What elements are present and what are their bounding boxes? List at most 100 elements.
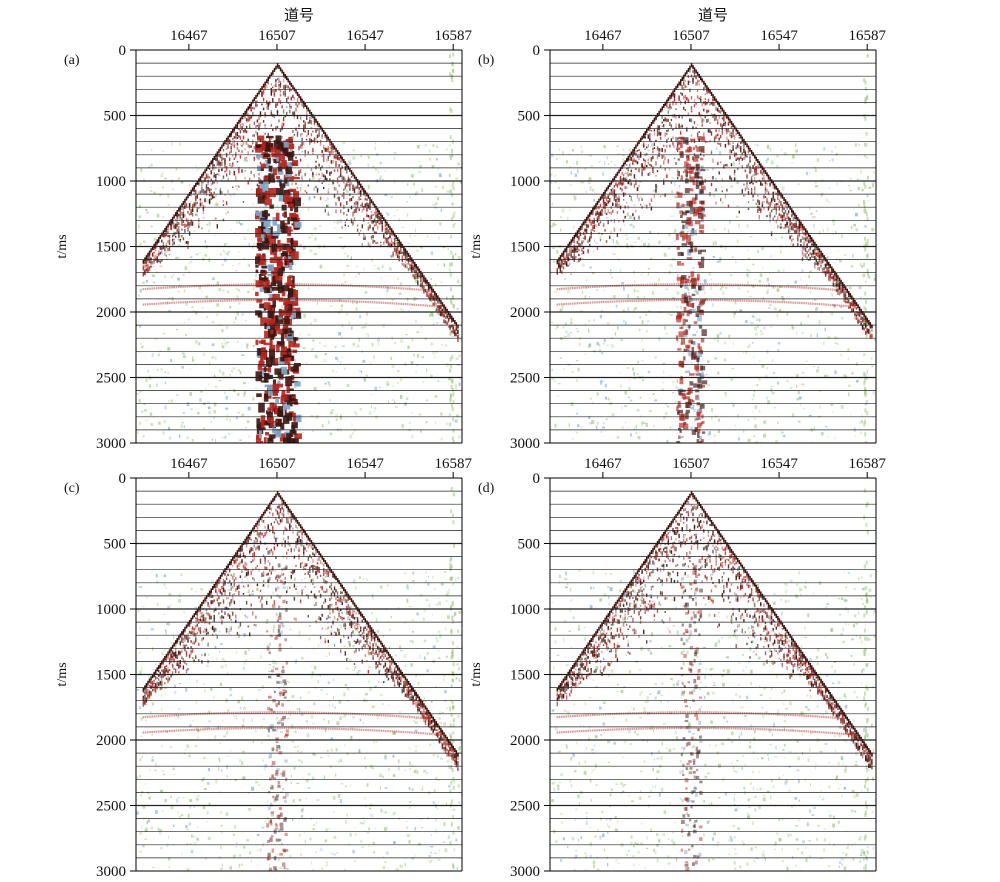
noise-speck — [239, 371, 242, 375]
first-arrival — [316, 120, 319, 125]
wave-sample — [434, 301, 436, 306]
noise-speck — [299, 370, 302, 372]
noise-speck — [813, 426, 815, 431]
noise-speck — [338, 299, 341, 302]
noise-band-sample — [281, 204, 287, 211]
wave-sample — [647, 158, 649, 162]
noise-speck — [218, 379, 222, 382]
noise-speck — [560, 228, 562, 232]
noise-speck — [157, 353, 160, 357]
wave-sample — [441, 311, 444, 316]
noise-speck — [142, 345, 144, 348]
noise-speck — [628, 218, 630, 220]
wave-sample — [613, 193, 616, 198]
wave-sample — [276, 78, 279, 81]
wave-sample — [372, 235, 374, 239]
noise-speck — [671, 242, 674, 244]
noise-speck — [292, 405, 295, 407]
wave-sample — [232, 137, 234, 141]
first-arrival — [568, 241, 571, 246]
noise-speck — [339, 219, 342, 224]
wave-sample — [323, 186, 325, 190]
noise-speck — [841, 234, 843, 238]
noise-speck — [208, 383, 210, 386]
noise-speck — [266, 259, 268, 263]
wave-sample — [212, 161, 214, 166]
wave-sample — [278, 87, 280, 91]
noise-speck — [380, 162, 383, 164]
noise-band-sample — [287, 175, 294, 181]
wave-sample — [289, 106, 291, 110]
noise-speck — [263, 208, 266, 211]
reflection-sample — [316, 283, 319, 286]
wave-sample — [605, 213, 608, 215]
noise-band-sample — [266, 160, 271, 168]
wave-sample — [279, 90, 282, 94]
noise-speck — [450, 185, 453, 188]
noise-band-sample — [272, 168, 277, 176]
reflection-sample — [153, 302, 156, 305]
wave-sample — [161, 259, 163, 262]
wave-sample — [347, 177, 350, 181]
wave-sample — [207, 186, 209, 191]
noise-speck — [162, 150, 164, 152]
noise-speck — [675, 385, 678, 389]
wave-sample — [307, 151, 309, 154]
noise-speck — [408, 422, 411, 424]
noise-band-sample — [293, 412, 296, 422]
wave-sample — [578, 231, 580, 234]
wave-sample — [350, 220, 353, 224]
wave-sample — [147, 256, 149, 261]
wave-sample — [344, 166, 346, 171]
noise-band-sample — [287, 143, 295, 150]
wave-sample — [387, 237, 390, 239]
wave-sample — [664, 148, 666, 153]
noise-speck — [861, 414, 863, 418]
wave-sample — [421, 286, 424, 289]
y-axis-title: t/ms — [55, 234, 70, 258]
noise-speck — [731, 368, 735, 370]
noise-speck — [178, 177, 181, 179]
noise-speck — [226, 414, 229, 417]
noise-speck — [191, 306, 194, 308]
noise-speck — [213, 219, 215, 221]
noise-speck — [754, 278, 756, 280]
noise-speck — [832, 304, 835, 307]
noise-speck — [596, 392, 599, 396]
noise-speck — [434, 206, 437, 209]
noise-speck — [308, 236, 311, 239]
wave-sample — [233, 144, 235, 148]
noise-speck — [863, 209, 866, 214]
reflection-sample — [173, 286, 175, 289]
wave-sample — [650, 164, 653, 167]
noise-speck — [821, 432, 824, 436]
reflection-sample — [321, 283, 323, 286]
noise-speck — [324, 382, 326, 385]
noise-speck — [857, 203, 860, 208]
noise-speck — [692, 267, 695, 269]
noise-speck — [440, 437, 443, 441]
wave-sample — [570, 248, 572, 254]
wave-sample — [666, 132, 668, 135]
wave-sample — [375, 222, 377, 227]
noise-speck — [402, 226, 404, 228]
wave-sample — [289, 103, 291, 108]
noise-speck — [207, 283, 210, 287]
noise-speck — [868, 199, 870, 202]
noise-speck — [310, 415, 314, 418]
wave-sample — [593, 225, 595, 230]
first-arrival — [559, 255, 562, 260]
noise-speck — [442, 246, 446, 249]
noise-speck — [609, 398, 612, 400]
wave-sample — [386, 226, 388, 231]
wave-sample — [175, 235, 177, 238]
wave-sample — [316, 155, 319, 159]
wave-sample — [310, 168, 313, 171]
wave-sample — [323, 146, 325, 150]
noise-speck — [599, 235, 602, 239]
wave-sample — [370, 214, 373, 216]
wave-sample — [252, 141, 254, 145]
noise-speck — [817, 366, 820, 369]
wave-sample — [349, 193, 351, 196]
noise-speck — [840, 353, 842, 356]
